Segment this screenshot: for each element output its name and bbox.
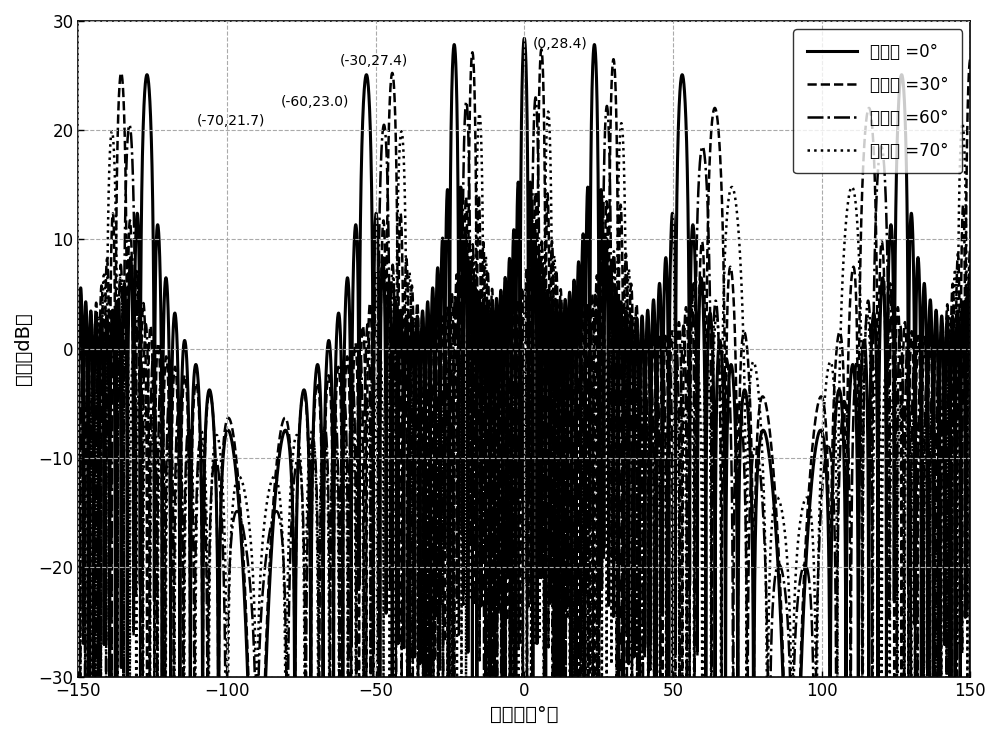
扫描角 =70° bbox=[72, 379, 84, 387]
扫描角 =30° bbox=[964, 55, 976, 63]
扫描角 =0° bbox=[117, 298, 129, 307]
扫描角 =60° bbox=[530, 93, 542, 102]
扫描角 =70° bbox=[734, 246, 746, 255]
扫描角 =70° bbox=[74, 727, 86, 736]
扫描角 =60° bbox=[117, 499, 129, 508]
扫描角 =70° bbox=[600, 475, 612, 484]
扫描角 =30° bbox=[781, 727, 793, 736]
扫描角 =0° bbox=[964, 727, 976, 736]
Line: 扫描角 =70°: 扫描角 =70° bbox=[78, 111, 970, 731]
扫描角 =70° bbox=[781, 559, 793, 568]
扫描角 =0° bbox=[781, 727, 793, 736]
Text: (-60,23.0): (-60,23.0) bbox=[280, 95, 349, 109]
扫描角 =30° bbox=[734, 391, 746, 400]
扫描角 =60° bbox=[964, 249, 976, 258]
Text: (0,28.4): (0,28.4) bbox=[533, 37, 588, 51]
扫描角 =70° bbox=[542, 107, 554, 116]
扫描角 =30° bbox=[72, 727, 84, 736]
Line: 扫描角 =60°: 扫描角 =60° bbox=[78, 97, 970, 731]
扫描角 =70° bbox=[639, 365, 651, 373]
扫描角 =0° bbox=[639, 485, 651, 494]
扫描角 =70° bbox=[964, 272, 976, 280]
扫描角 =60° bbox=[734, 399, 746, 407]
Y-axis label: 增益（dB）: 增益（dB） bbox=[14, 312, 33, 385]
扫描角 =30° bbox=[600, 199, 612, 208]
扫描角 =0° bbox=[600, 234, 612, 243]
扫描角 =70° bbox=[117, 443, 129, 452]
扫描角 =0° bbox=[734, 460, 746, 469]
扫描角 =70° bbox=[395, 127, 407, 136]
扫描角 =0° bbox=[518, 34, 530, 43]
扫描角 =60° bbox=[395, 468, 407, 477]
扫描角 =0° bbox=[72, 727, 84, 736]
扫描角 =60° bbox=[781, 613, 793, 622]
Text: (-70,21.7): (-70,21.7) bbox=[197, 114, 266, 128]
扫描角 =60° bbox=[600, 103, 612, 112]
扫描角 =30° bbox=[535, 45, 547, 54]
扫描角 =30° bbox=[395, 215, 407, 224]
扫描角 =60° bbox=[639, 377, 651, 386]
Line: 扫描角 =30°: 扫描角 =30° bbox=[78, 49, 970, 731]
扫描角 =60° bbox=[74, 727, 86, 736]
扫描角 =0° bbox=[395, 308, 407, 317]
扫描角 =60° bbox=[72, 373, 84, 382]
扫描角 =30° bbox=[117, 86, 129, 95]
X-axis label: 俧仰角（°）: 俧仰角（°） bbox=[490, 705, 559, 724]
Text: (-30,27.4): (-30,27.4) bbox=[340, 54, 408, 68]
Line: 扫描角 =0°: 扫描角 =0° bbox=[78, 38, 970, 731]
扫描角 =30° bbox=[639, 496, 651, 505]
Legend: 扫描角 =0°, 扫描角 =30°, 扫描角 =60°, 扫描角 =70°: 扫描角 =0°, 扫描角 =30°, 扫描角 =60°, 扫描角 =70° bbox=[793, 30, 962, 173]
